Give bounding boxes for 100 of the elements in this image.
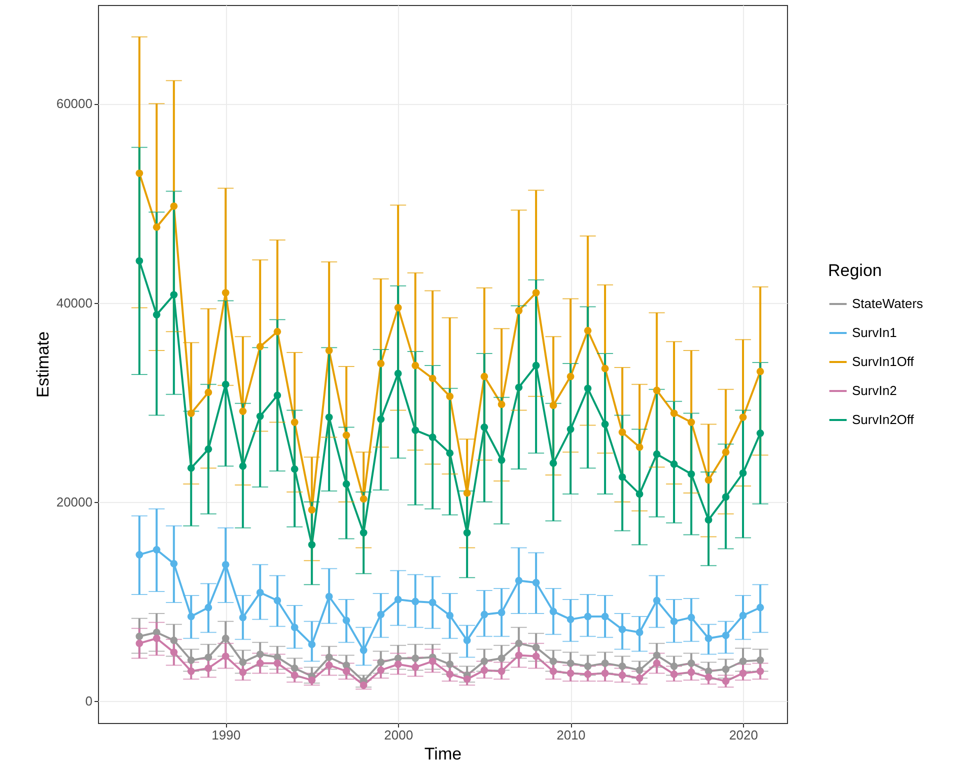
point (187, 464, 195, 472)
point (601, 670, 609, 677)
point (308, 506, 316, 514)
point (187, 656, 195, 664)
point (187, 668, 195, 675)
point (204, 604, 212, 612)
point (739, 414, 747, 421)
point (653, 596, 660, 604)
point (756, 368, 764, 376)
point (480, 666, 488, 674)
point (187, 410, 195, 417)
point (584, 326, 592, 334)
point (187, 612, 195, 620)
point (515, 640, 523, 648)
point (204, 388, 212, 396)
point (532, 289, 540, 296)
point (756, 604, 764, 612)
point (412, 362, 420, 370)
point (532, 644, 540, 652)
point (532, 362, 540, 370)
point (670, 410, 678, 417)
point (394, 370, 402, 378)
point (428, 598, 436, 606)
point (550, 658, 558, 665)
point (446, 612, 454, 620)
point (412, 598, 420, 606)
point (377, 666, 385, 674)
point (463, 489, 471, 497)
legend-title: Region (828, 261, 882, 280)
point (739, 670, 747, 677)
x-axis-title: Time (424, 744, 462, 764)
point (394, 660, 402, 668)
point (498, 654, 506, 662)
point (446, 670, 454, 678)
point (739, 612, 747, 620)
point (515, 384, 523, 392)
point (446, 392, 454, 400)
point (290, 624, 298, 632)
point (222, 380, 230, 388)
point (722, 632, 730, 640)
point (136, 551, 144, 558)
point (360, 495, 368, 503)
legend-label: StateWaters (852, 296, 924, 311)
point (688, 668, 695, 676)
point (704, 634, 712, 642)
point (756, 656, 764, 664)
point (222, 289, 230, 296)
point (480, 372, 488, 380)
point (136, 632, 144, 640)
point (670, 662, 678, 670)
point (412, 426, 420, 434)
point (360, 529, 368, 536)
point (152, 311, 160, 318)
point (601, 420, 609, 428)
point (704, 476, 712, 484)
point (566, 616, 574, 624)
point (722, 493, 730, 501)
point (239, 614, 247, 622)
point (412, 654, 420, 662)
point (704, 673, 712, 681)
point (739, 469, 747, 477)
point (256, 412, 264, 420)
point (136, 640, 144, 648)
point (550, 608, 558, 616)
point (222, 652, 230, 660)
point (428, 658, 436, 665)
point (239, 668, 247, 676)
point (308, 541, 316, 548)
point (463, 675, 471, 683)
point (498, 456, 506, 464)
point (653, 450, 660, 458)
point (325, 346, 333, 354)
point (636, 490, 644, 498)
point (532, 578, 540, 586)
point (274, 596, 282, 604)
point (566, 660, 574, 667)
point (584, 384, 592, 392)
point (584, 670, 592, 678)
point (550, 668, 558, 675)
point (463, 636, 471, 644)
point (152, 628, 160, 636)
point (222, 634, 230, 642)
point (670, 460, 678, 468)
point (653, 652, 660, 659)
point (222, 560, 230, 568)
point (670, 670, 678, 678)
point (239, 408, 247, 416)
point (170, 648, 178, 656)
point (463, 529, 471, 536)
point (566, 426, 574, 433)
point (515, 307, 523, 314)
point (412, 664, 420, 671)
point (152, 223, 160, 231)
point (377, 658, 385, 666)
point (170, 202, 178, 210)
point (601, 364, 609, 372)
point (394, 596, 402, 604)
y-axis-title: Estimate (33, 331, 52, 398)
legend-label: SurvIn2Off (852, 412, 914, 427)
point (204, 445, 212, 453)
